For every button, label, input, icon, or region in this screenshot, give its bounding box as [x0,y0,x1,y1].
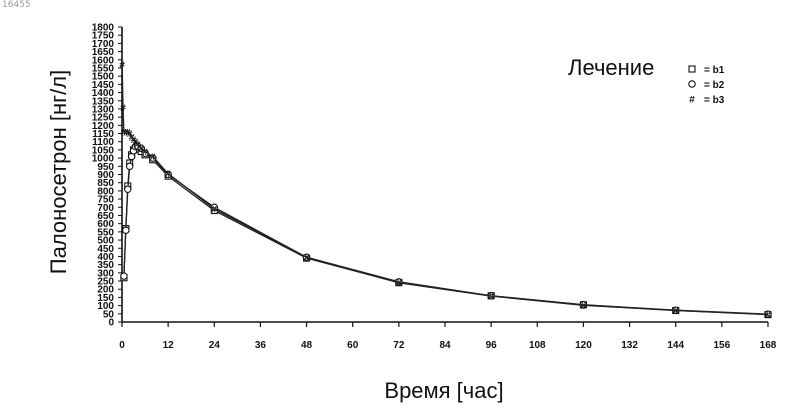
data-point-b3: # [123,128,129,139]
y-tick-label: 200 [97,285,114,296]
y-tick-label: 450 [97,244,114,255]
y-tick-label: 300 [97,268,114,279]
x-tick-label: 96 [486,340,498,351]
y-tick-label: 700 [97,203,114,214]
data-point-b3: # [765,311,771,322]
data-point-b3: # [127,130,133,141]
data-point-b3: # [304,254,310,265]
y-tick-label: 100 [97,301,114,312]
legend-item-label: = b2 [704,80,725,91]
data-point-b3: # [138,145,144,156]
image-id-label: 16455 [2,0,31,10]
x-tick-label: 48 [301,340,313,351]
data-point-b3: # [150,153,156,164]
data-point-b3: # [125,128,131,139]
legend-item-label: = b1 [704,65,725,76]
y-tick-label: 1150 [92,129,114,140]
data-point-b3: # [396,279,402,290]
data-point-b3: # [119,61,125,72]
data-point-b3: # [165,170,171,181]
legend-marker-square [688,65,696,73]
series-b1 [120,144,772,319]
y-tick-label: 1750 [92,31,115,42]
data-point-b3: # [131,136,137,147]
y-tick-label: 1250 [92,113,115,124]
data-point-b2 [120,272,128,280]
y-tick-label: 1400 [92,88,115,99]
legend-item-label: = b3 [704,95,725,106]
y-tick-label: 1600 [92,55,115,66]
x-tick-label: 12 [163,340,175,351]
x-tick-label: 168 [760,340,777,351]
data-point-b2 [210,203,219,212]
y-tick-label: 1700 [92,39,115,50]
series-line-b3 [121,64,769,316]
data-point-b3: # [120,104,126,115]
x-tick-label: 36 [255,340,267,351]
y-tick-label: 600 [97,219,114,230]
y-tick-label: 1100 [92,137,114,148]
y-tick-label: 850 [97,178,114,189]
data-point-b2 [124,185,132,194]
data-point-b2 [125,162,134,171]
y-tick-label: 1450 [92,80,115,91]
data-point-b3: # [488,293,494,304]
y-tick-label: 950 [97,162,114,173]
series-line-b2 [123,145,769,315]
series-b2 [120,142,772,318]
data-point-b3: # [142,148,148,159]
y-tick-label: 150 [97,293,114,304]
x-tick-label: 132 [621,340,638,351]
y-tick-label: 50 [103,309,115,320]
x-tick-label: 144 [667,340,684,351]
legend-marker-circle [688,80,696,88]
y-tick-label: 1800 [92,23,115,34]
y-tick-label: 1050 [92,145,115,156]
x-tick-label: 24 [209,340,221,351]
y-tick-label: 0 [108,318,114,329]
x-axis-label: Время [час] [384,378,503,403]
x-tick-label: 72 [393,340,405,351]
data-point-b3: # [132,138,138,149]
data-point-b3: # [129,133,135,144]
y-tick-label: 250 [97,277,114,288]
y-tick-label: 550 [97,227,114,238]
y-tick-label: 750 [97,195,114,206]
x-tick-label: 120 [575,340,592,351]
y-tick-label: 1200 [92,121,115,132]
y-tick-label: 400 [97,252,114,263]
y-tick-label: 800 [97,186,114,197]
legend-title: Лечение [568,55,654,80]
y-tick-label: 900 [97,170,114,181]
data-point-b2 [149,154,157,162]
y-tick-label: 1650 [92,47,115,58]
x-tick-label: 108 [529,340,546,351]
x-tick-label: 0 [119,340,125,351]
y-tick-label: 1300 [92,104,115,115]
y-tick-label: 350 [97,260,114,271]
data-point-b3: # [580,302,586,313]
legend-marker-hash: # [689,96,695,107]
y-axis-label: Палоносетрон [нг/л] [46,70,71,274]
data-point-b3: # [673,307,679,318]
y-tick-label: 650 [97,211,114,222]
y-tick-label: 500 [97,236,114,247]
data-point-b3: # [121,128,127,139]
y-tick-label: 1500 [92,72,115,83]
data-point-b3: # [211,205,217,216]
data-point-b2 [122,226,130,234]
x-tick-label: 60 [347,340,359,351]
x-tick-label: 156 [714,340,731,351]
y-tick-label: 1550 [92,63,115,74]
data-point-b3: # [134,141,140,152]
y-tick-label: 1350 [92,96,115,107]
series-b3: ############ ####### # # [119,61,771,322]
y-tick-label: 1000 [92,154,115,165]
x-tick-label: 84 [439,340,451,351]
